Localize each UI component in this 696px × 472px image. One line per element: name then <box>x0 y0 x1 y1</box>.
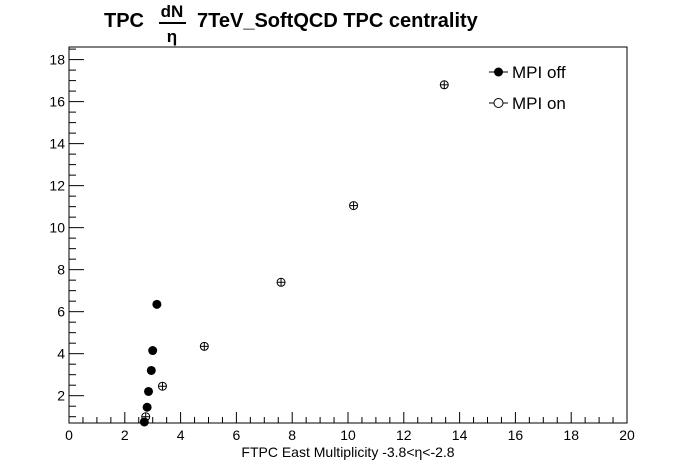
y-tick-label: 16 <box>49 94 65 110</box>
legend-label-mpi-off: MPI off <box>512 63 566 82</box>
legend-open-circle-marker <box>493 98 504 108</box>
y-tick-label: 14 <box>49 136 65 152</box>
title-fraction-denominator: η <box>167 27 177 46</box>
data-point-mpi-on <box>439 80 449 90</box>
legend-filled-circle-marker <box>494 67 503 77</box>
legend: MPI off MPI on <box>489 63 566 113</box>
legend-entry-mpi-on: MPI on <box>489 94 566 113</box>
x-tick-label: 20 <box>619 427 635 443</box>
x-tick-label: 10 <box>340 427 356 443</box>
y-axis: 2 4 6 8 10 12 14 16 18 <box>49 48 84 418</box>
y-tick-label: 4 <box>57 346 65 362</box>
data-point-mpi-on <box>199 341 209 351</box>
y-tick-label: 8 <box>57 262 65 278</box>
data-point-mpi-off <box>139 417 149 427</box>
y-tick-label: 12 <box>49 178 65 194</box>
chart-title: TPC dN η 7TeV_SoftQCD TPC centrality <box>104 2 479 46</box>
data-point-mpi-off <box>144 386 154 396</box>
x-tick-label: 16 <box>508 427 524 443</box>
x-axis: 0 2 4 6 8 10 12 14 16 18 20 <box>65 412 635 443</box>
x-tick-label: 12 <box>396 427 412 443</box>
data-point-mpi-off <box>142 402 152 412</box>
data-point-mpi-on <box>157 381 167 391</box>
x-tick-label: 18 <box>563 427 579 443</box>
x-tick-label: 8 <box>288 427 296 443</box>
x-axis-title: FTPC East Multiplicity -3.8<η<-2.8 <box>241 444 454 460</box>
y-tick-label: 10 <box>49 220 65 236</box>
data-point-mpi-on <box>276 277 286 287</box>
x-tick-label: 14 <box>452 427 468 443</box>
data-point-mpi-on <box>349 201 359 211</box>
y-tick-label: 2 <box>57 388 65 404</box>
data-points <box>139 80 449 427</box>
data-point-mpi-off <box>146 365 156 375</box>
x-tick-label: 2 <box>121 427 129 443</box>
title-fraction-numerator: dN <box>161 2 184 21</box>
x-tick-label: 6 <box>233 427 241 443</box>
title-prefix: TPC <box>104 10 144 32</box>
title-suffix: 7TeV_SoftQCD TPC centrality <box>197 10 479 32</box>
legend-entry-mpi-off: MPI off <box>489 63 566 82</box>
y-tick-label: 6 <box>57 304 65 320</box>
x-tick-label: 4 <box>177 427 185 443</box>
x-tick-label: 0 <box>65 427 73 443</box>
data-point-mpi-on <box>141 412 151 422</box>
data-point-mpi-off <box>152 299 162 309</box>
legend-label-mpi-on: MPI on <box>512 94 566 113</box>
data-point-mpi-off <box>148 346 158 356</box>
y-tick-label: 18 <box>49 52 65 68</box>
